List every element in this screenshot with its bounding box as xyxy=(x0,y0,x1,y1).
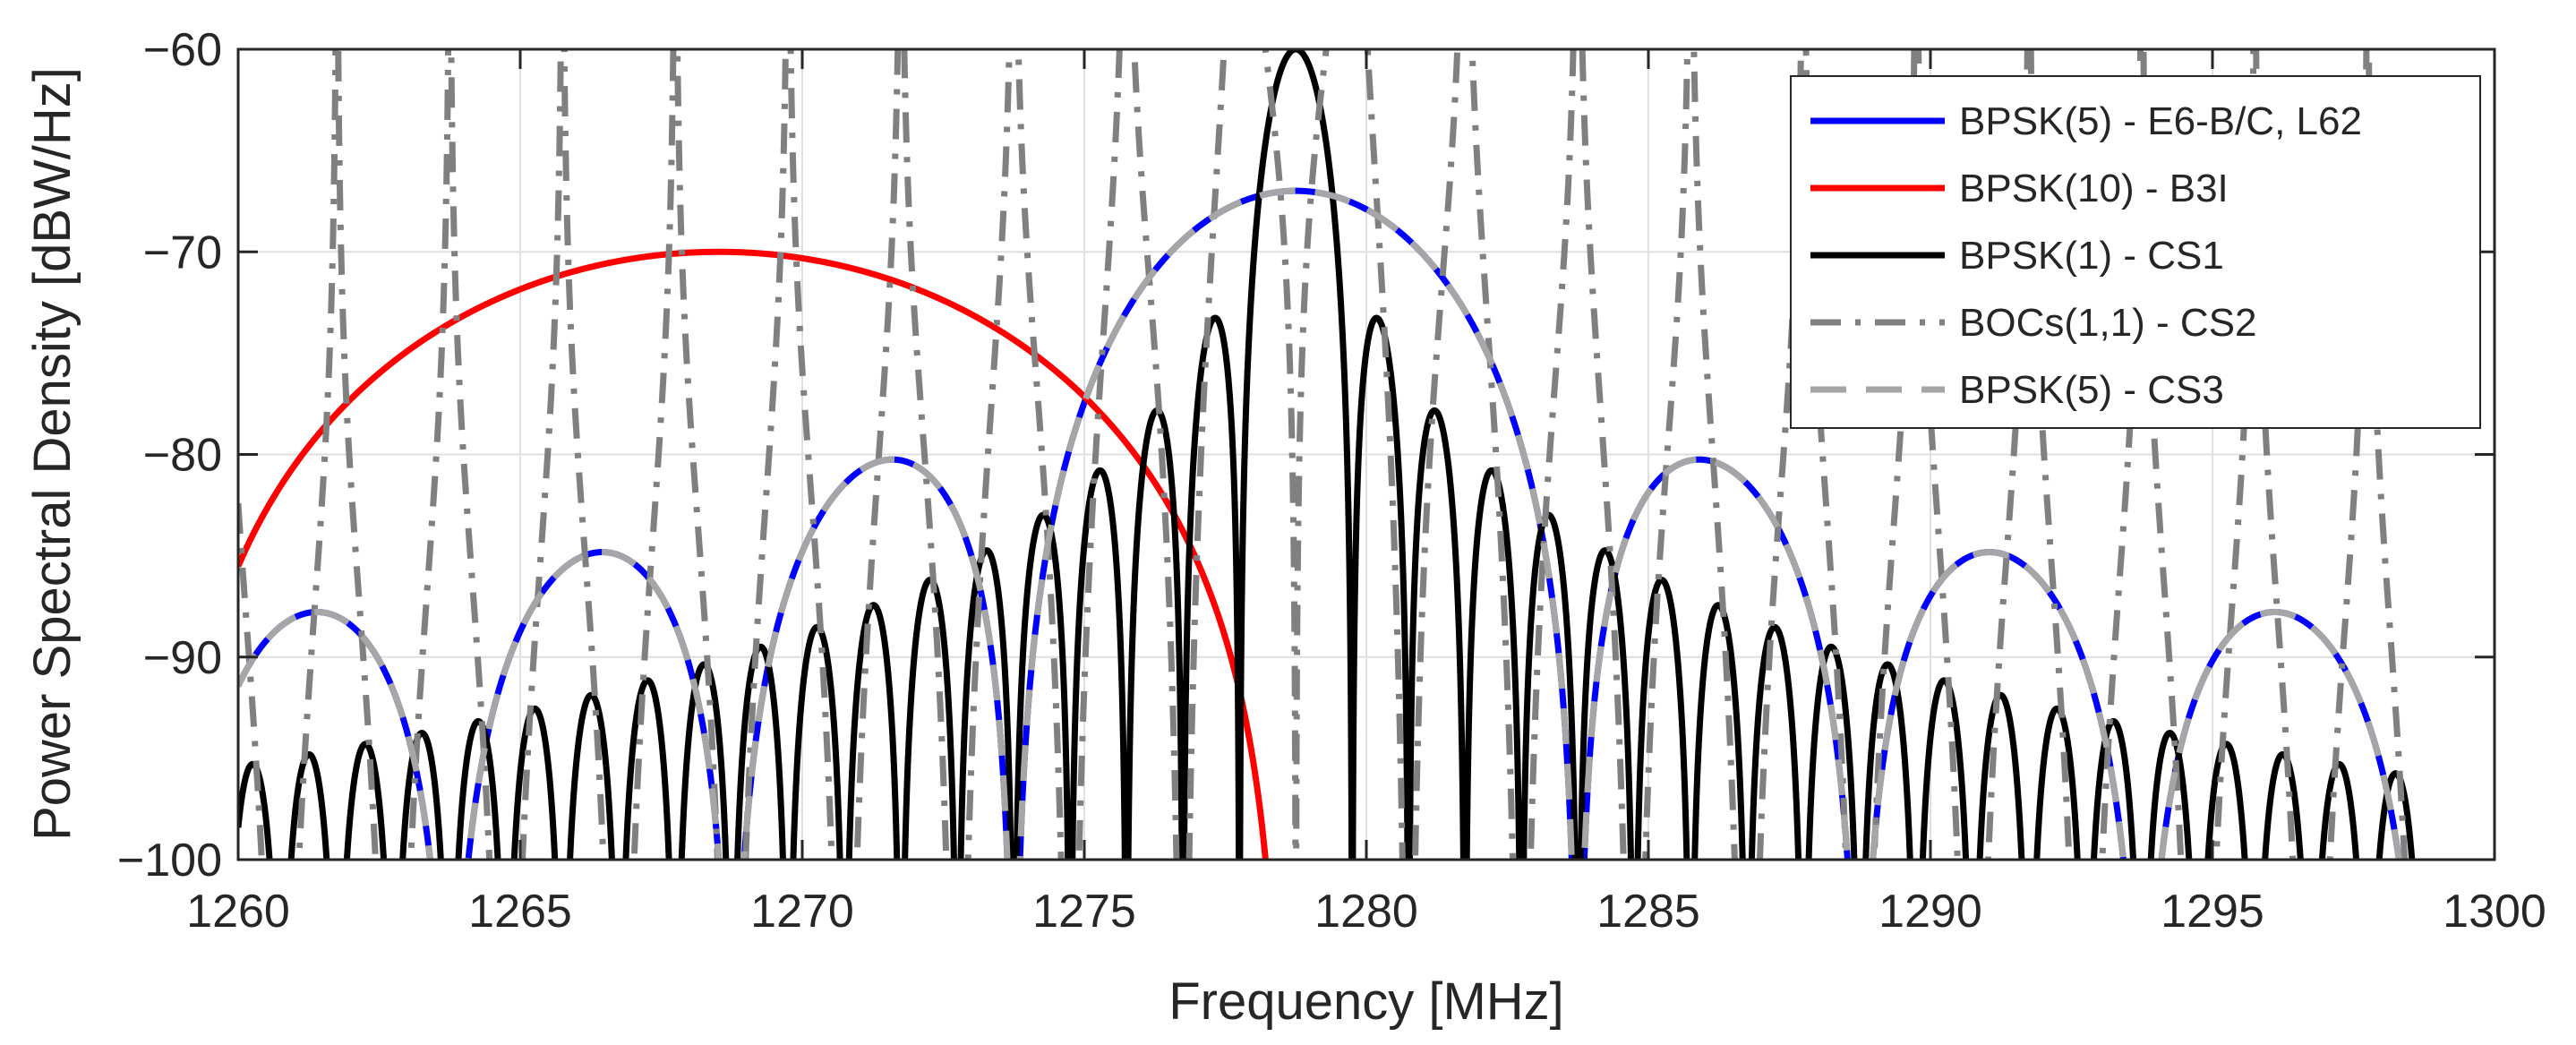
x-tick-label: 1295 xyxy=(2161,886,2264,938)
legend-label-5: BPSK(5) - CS3 xyxy=(1959,368,2224,412)
legend-label-3: BPSK(1) - CS1 xyxy=(1959,234,2224,278)
y-tick-label: −60 xyxy=(143,24,222,76)
legend-label-1: BPSK(5) - E6-B/C, L62 xyxy=(1959,99,2362,143)
legend-label-2: BPSK(10) - B3I xyxy=(1959,167,2229,210)
y-tick-label: −100 xyxy=(117,835,222,887)
legend: BPSK(5) - E6-B/C, L62 BPSK(10) - B3I BPSK(… xyxy=(1790,75,2481,429)
series-line-2 xyxy=(238,248,1269,860)
x-axis-label: Frequency [MHz] xyxy=(1168,972,1564,1031)
y-tick-label: −80 xyxy=(143,430,222,482)
legend-label-4: BOCs(1,1) - CS2 xyxy=(1959,301,2257,345)
axis-ticks: 1260 1265 1270 1275 1280 1285 1290 1295 1300 −100… xyxy=(117,24,2546,938)
x-tick-label: 1290 xyxy=(1879,886,1982,938)
series-line-5 xyxy=(238,187,2402,860)
y-axis-label: Power Spectral Density [dBW/Hz] xyxy=(23,67,81,841)
y-tick-label: −70 xyxy=(143,227,222,278)
x-tick-label: 1275 xyxy=(1032,886,1136,938)
series-layer xyxy=(238,49,2416,860)
y-tick-label: −90 xyxy=(143,632,222,684)
x-tick-label: 1280 xyxy=(1314,886,1418,938)
x-tick-label: 1285 xyxy=(1596,886,1700,938)
x-tick-label: 1260 xyxy=(186,886,290,938)
x-tick-label: 1270 xyxy=(750,886,854,938)
x-tick-label: 1300 xyxy=(2443,886,2546,938)
x-tick-label: 1265 xyxy=(468,886,572,938)
